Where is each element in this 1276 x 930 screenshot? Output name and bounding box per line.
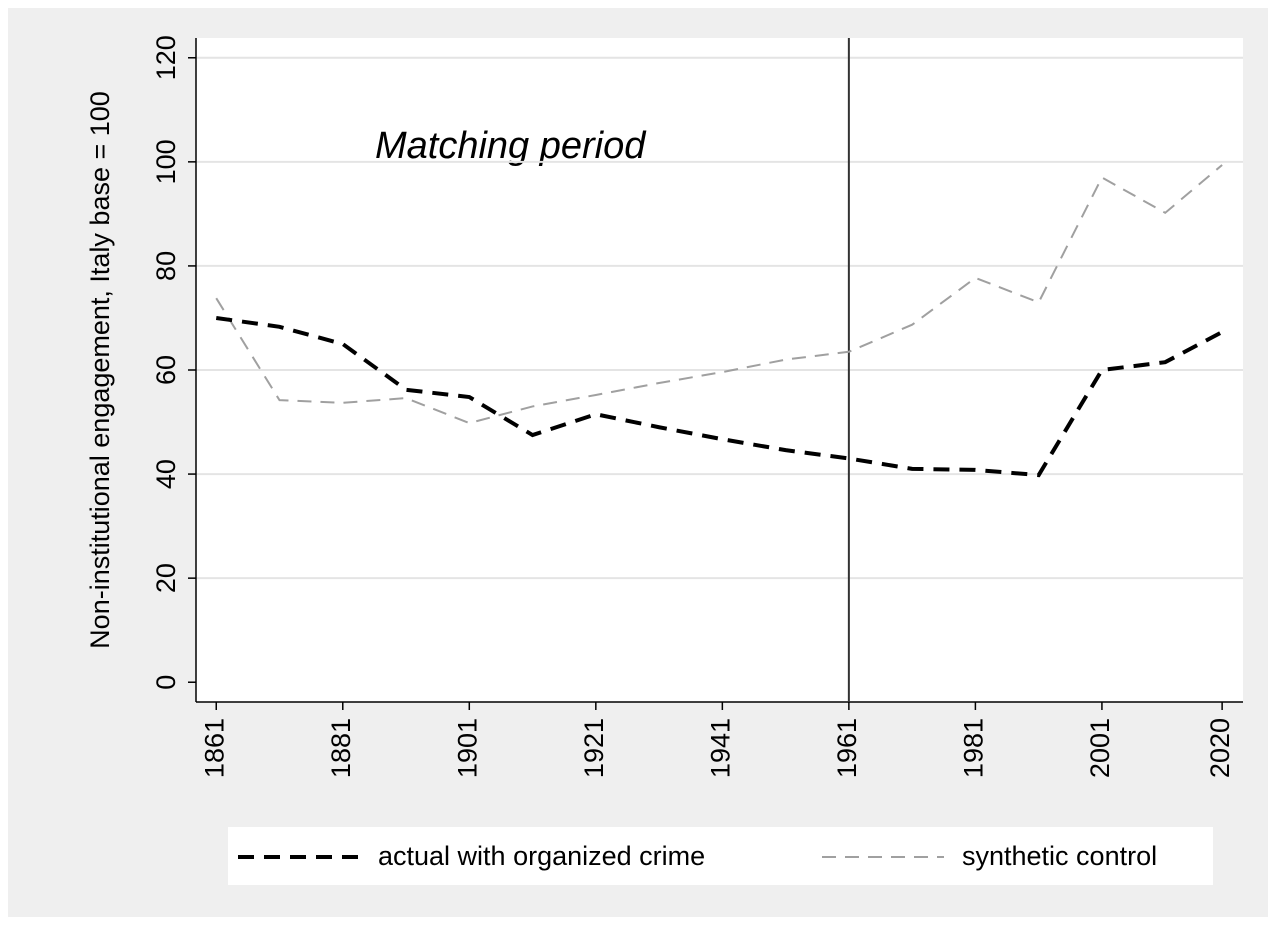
y-tick-label: 80 bbox=[151, 251, 181, 281]
x-tick-label: 1961 bbox=[832, 718, 862, 778]
x-tick-label: 1941 bbox=[705, 718, 735, 778]
y-tick-label: 100 bbox=[151, 139, 181, 184]
y-tick-label: 40 bbox=[151, 459, 181, 489]
y-tick-label: 0 bbox=[151, 675, 181, 690]
x-tick-label: 2020 bbox=[1205, 718, 1235, 778]
legend bbox=[228, 827, 1213, 885]
x-tick-label: 1921 bbox=[579, 718, 609, 778]
annotation: Matching period bbox=[375, 125, 647, 167]
legend-label: synthetic control bbox=[962, 841, 1157, 871]
y-tick-label: 20 bbox=[151, 563, 181, 593]
y-axis-label: Non-institutional engagement, Italy base… bbox=[85, 91, 115, 649]
y-tick-label: 60 bbox=[151, 355, 181, 385]
y-tick-label: 120 bbox=[151, 35, 181, 80]
x-tick-label: 1881 bbox=[326, 718, 356, 778]
x-tick-label: 1981 bbox=[959, 718, 989, 778]
legend-label: actual with organized crime bbox=[378, 841, 705, 871]
x-tick-label: 2001 bbox=[1085, 718, 1115, 778]
x-tick-label: 1901 bbox=[452, 718, 482, 778]
x-tick-label: 1861 bbox=[199, 718, 229, 778]
